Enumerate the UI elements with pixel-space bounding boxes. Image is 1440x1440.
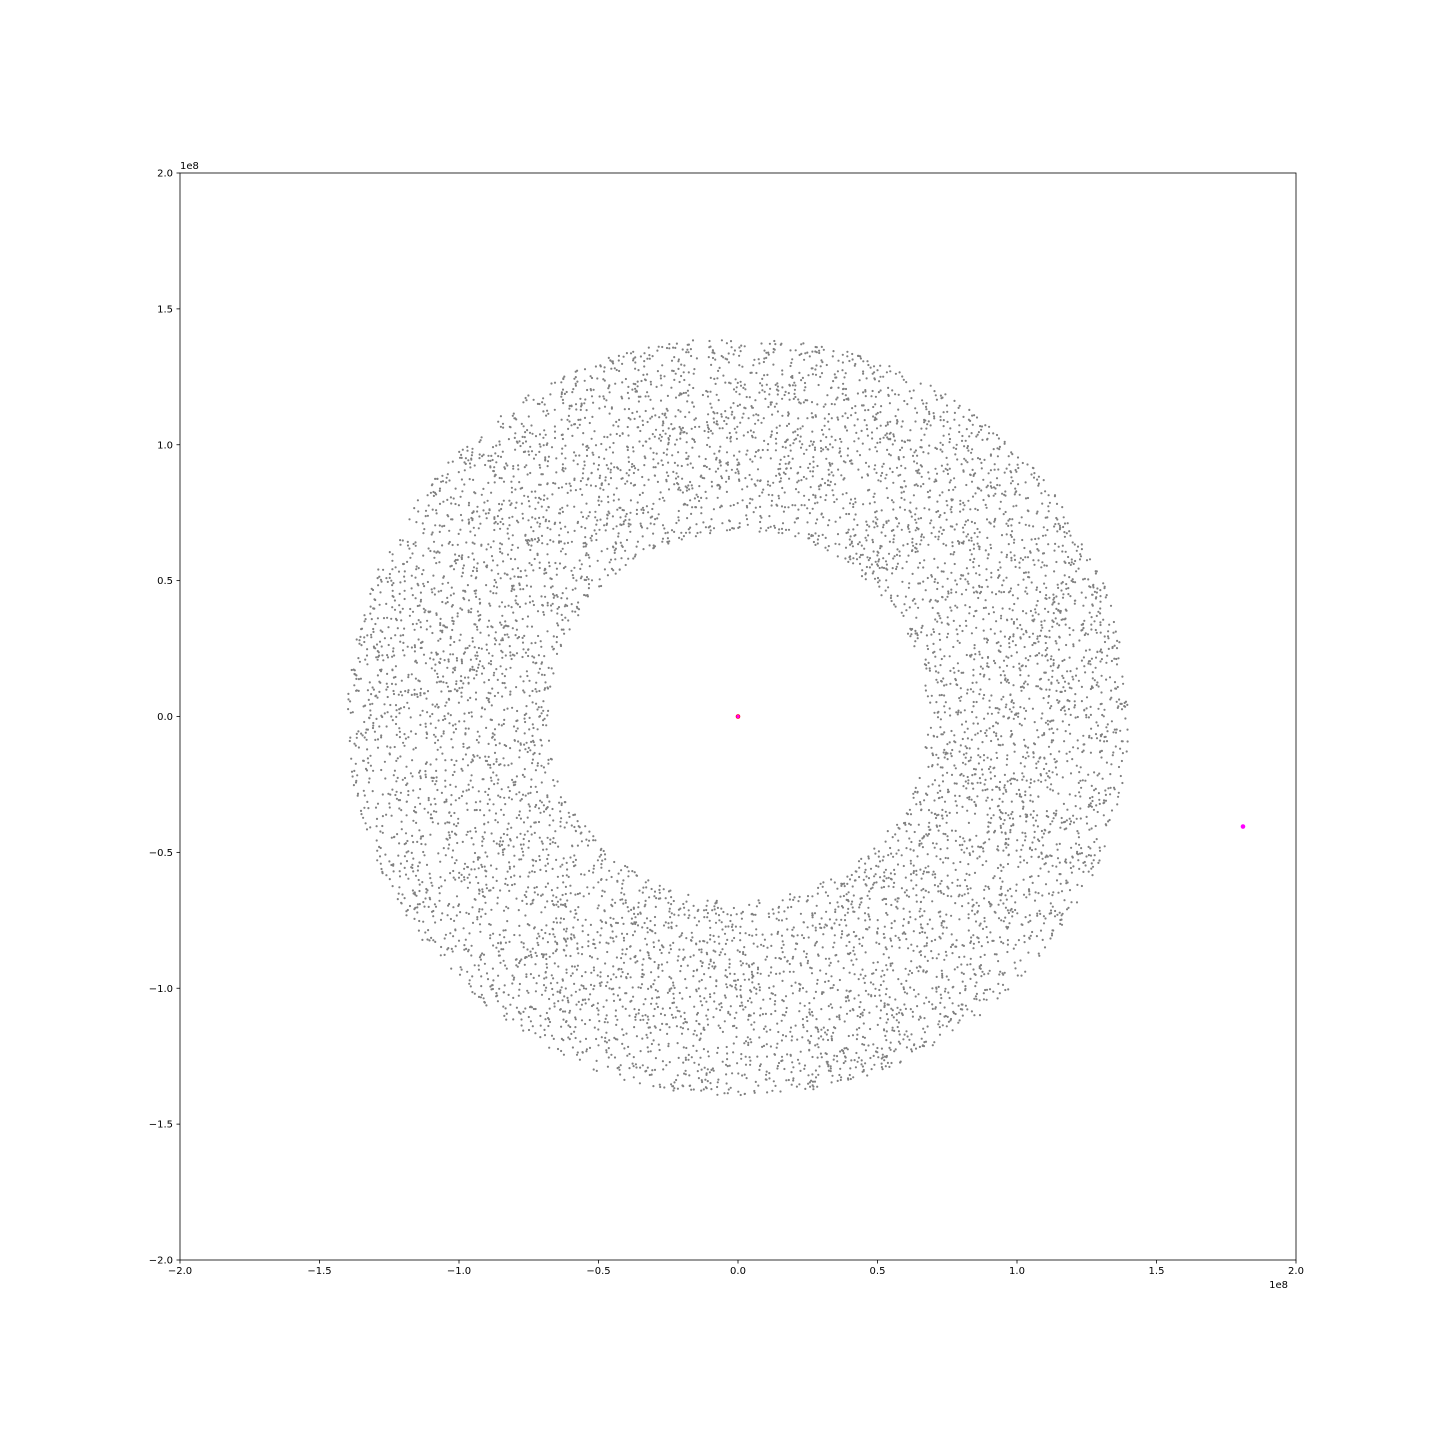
y-tick-label: 0.5 <box>157 576 173 587</box>
x-tick-label: 0.5 <box>870 1266 886 1277</box>
special-points-layer <box>735 714 1246 829</box>
perturber-point <box>1240 824 1246 829</box>
x-tick-label: 2.0 <box>1288 1266 1304 1277</box>
x-offset-label: 1e8 <box>1269 1280 1288 1291</box>
x-axis: −2.0 −1.5 −1.0 −0.5 0.0 0.5 1.0 1.5 2.0 <box>168 1260 1304 1277</box>
points-layer <box>347 339 1129 1097</box>
y-tick-label: −1.5 <box>149 1120 173 1131</box>
central-body-marker-point <box>736 714 740 719</box>
y-tick-label: −1.0 <box>149 984 173 995</box>
ring-particles <box>347 339 1129 1097</box>
y-tick-label: 0.0 <box>157 712 173 723</box>
y-tick-label: −2.0 <box>149 1256 173 1267</box>
x-tick-label: 0.0 <box>730 1266 746 1277</box>
x-tick-label: 1.5 <box>1149 1266 1165 1277</box>
x-tick-label: 1.0 <box>1009 1266 1025 1277</box>
y-tick-label: 1.0 <box>157 440 173 451</box>
y-offset-label: 1e8 <box>180 161 199 172</box>
y-axis: 2.0 1.5 1.0 0.5 0.0 −0.5 −1.0 −1.5 −2.0 <box>149 169 180 1267</box>
y-tick-label: −0.5 <box>149 848 173 859</box>
y-tick-label: 1.5 <box>157 304 173 315</box>
x-tick-label: −1.5 <box>307 1266 331 1277</box>
x-tick-label: −0.5 <box>586 1266 610 1277</box>
y-tick-label: 2.0 <box>157 169 173 180</box>
x-tick-label: −1.0 <box>447 1266 471 1277</box>
x-tick-label: −2.0 <box>168 1266 192 1277</box>
